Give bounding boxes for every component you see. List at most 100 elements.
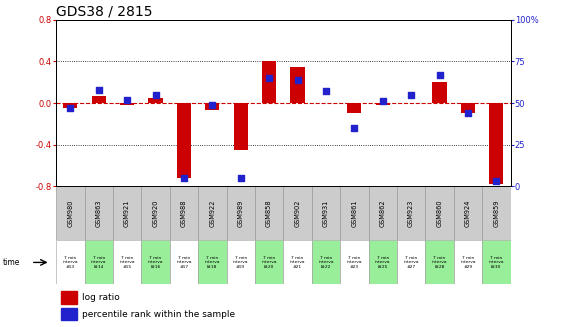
Bar — [369, 186, 397, 240]
Text: 7 min
interva
l#28: 7 min interva l#28 — [432, 255, 447, 269]
Bar — [262, 61, 276, 103]
Point — [407, 92, 416, 97]
Bar — [312, 240, 340, 284]
Bar — [233, 103, 248, 150]
Bar — [177, 103, 191, 178]
Point — [94, 87, 103, 92]
Text: 7 min
interva
#19: 7 min interva #19 — [233, 255, 249, 269]
Text: log ratio: log ratio — [81, 293, 119, 302]
Text: 7 min
interva
#23: 7 min interva #23 — [347, 255, 362, 269]
Point — [321, 89, 330, 94]
Point — [180, 175, 188, 181]
Text: GDS38 / 2815: GDS38 / 2815 — [56, 5, 153, 18]
Point — [208, 102, 217, 107]
Text: 7 min
interva
#13: 7 min interva #13 — [62, 255, 78, 269]
Bar — [91, 96, 106, 103]
Bar — [255, 186, 283, 240]
Text: 7 min
interva
l#22: 7 min interva l#22 — [318, 255, 334, 269]
Bar — [425, 186, 454, 240]
Bar — [113, 240, 141, 284]
Text: 7 min
interva
l#14: 7 min interva l#14 — [91, 255, 107, 269]
Point — [492, 179, 501, 184]
Bar — [63, 103, 77, 108]
Point — [463, 111, 472, 116]
Text: GSM924: GSM924 — [465, 199, 471, 227]
Bar — [482, 186, 511, 240]
Bar — [61, 291, 77, 304]
Text: 7 min
interva
#29: 7 min interva #29 — [460, 255, 476, 269]
Bar — [61, 307, 77, 320]
Text: 7 min
interva
l#20: 7 min interva l#20 — [261, 255, 277, 269]
Text: time: time — [3, 258, 20, 267]
Point — [66, 105, 75, 111]
Bar — [149, 98, 163, 103]
Text: GSM862: GSM862 — [380, 199, 386, 227]
Bar — [198, 186, 227, 240]
Point — [378, 99, 387, 104]
Bar — [376, 103, 390, 105]
Bar — [56, 240, 85, 284]
Bar — [85, 240, 113, 284]
Bar — [454, 240, 482, 284]
Bar — [397, 186, 425, 240]
Text: percentile rank within the sample: percentile rank within the sample — [81, 310, 234, 318]
Point — [293, 77, 302, 82]
Text: GSM863: GSM863 — [96, 199, 102, 227]
Point — [350, 125, 359, 130]
Point — [435, 72, 444, 77]
Text: GSM858: GSM858 — [266, 199, 272, 227]
Bar — [141, 240, 169, 284]
Bar — [198, 240, 227, 284]
Bar — [85, 186, 113, 240]
Point — [265, 75, 274, 80]
Point — [236, 175, 245, 181]
Text: GSM980: GSM980 — [67, 199, 73, 227]
Bar — [461, 103, 475, 113]
Bar — [227, 240, 255, 284]
Bar — [454, 186, 482, 240]
Bar — [205, 103, 219, 110]
Text: GSM861: GSM861 — [351, 199, 357, 227]
Text: 7 min
interva
#15: 7 min interva #15 — [119, 255, 135, 269]
Text: GSM920: GSM920 — [153, 199, 159, 227]
Bar — [312, 186, 340, 240]
Text: 7 min
interva
l#25: 7 min interva l#25 — [375, 255, 390, 269]
Bar — [482, 240, 511, 284]
Bar — [369, 240, 397, 284]
Bar — [489, 103, 503, 184]
Bar — [347, 103, 361, 113]
Bar — [255, 240, 283, 284]
Text: GSM931: GSM931 — [323, 200, 329, 227]
Bar — [141, 186, 169, 240]
Text: GSM859: GSM859 — [493, 199, 499, 227]
Text: GSM921: GSM921 — [124, 200, 130, 227]
Bar — [113, 186, 141, 240]
Text: GSM902: GSM902 — [295, 199, 301, 227]
Point — [151, 92, 160, 97]
Bar — [291, 66, 305, 103]
Text: 7 min
interva
l#16: 7 min interva l#16 — [148, 255, 163, 269]
Text: 7 min
interva
#27: 7 min interva #27 — [403, 255, 419, 269]
Bar — [169, 240, 198, 284]
Text: 7 min
interva
l#30: 7 min interva l#30 — [489, 255, 504, 269]
Bar — [56, 186, 85, 240]
Text: GSM923: GSM923 — [408, 200, 414, 227]
Text: GSM922: GSM922 — [209, 199, 215, 227]
Bar — [425, 240, 454, 284]
Bar — [169, 186, 198, 240]
Bar — [433, 82, 447, 103]
Bar — [340, 186, 369, 240]
Bar — [340, 240, 369, 284]
Text: GSM988: GSM988 — [181, 199, 187, 227]
Bar — [283, 240, 312, 284]
Bar — [397, 240, 425, 284]
Bar — [120, 103, 134, 105]
Text: GSM860: GSM860 — [436, 199, 443, 227]
Text: GSM989: GSM989 — [238, 200, 243, 227]
Text: 7 min
interva
#21: 7 min interva #21 — [289, 255, 305, 269]
Text: 7 min
interva
#17: 7 min interva #17 — [176, 255, 192, 269]
Text: 7 min
interva
l#18: 7 min interva l#18 — [205, 255, 220, 269]
Bar — [227, 186, 255, 240]
Point — [123, 97, 132, 102]
Bar — [283, 186, 312, 240]
